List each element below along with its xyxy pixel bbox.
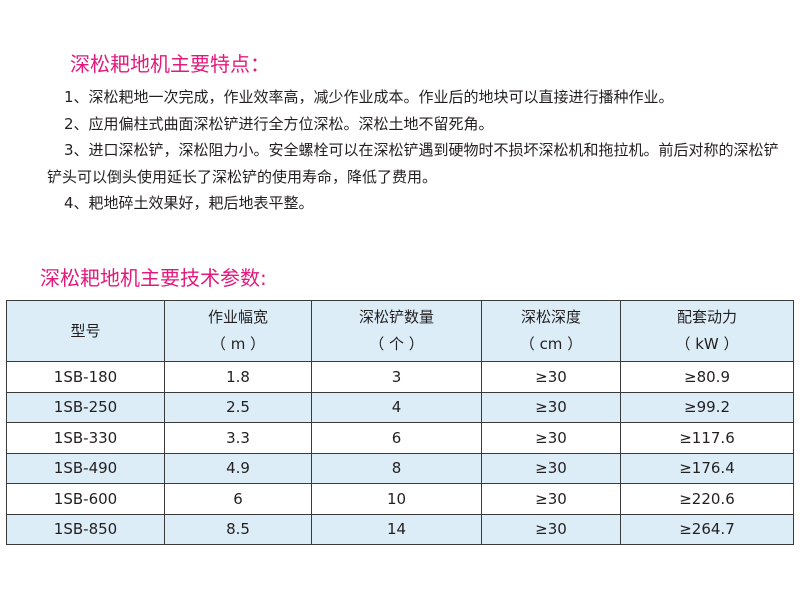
header-unit: （ m ）	[210, 335, 266, 353]
table-cell: 8.5	[164, 513, 312, 545]
header-power: 配套动力 （ kW ）	[620, 300, 794, 362]
table-cell: ≥30	[481, 483, 621, 515]
table-cell: ≥264.7	[620, 513, 794, 545]
table-header-row: 型号 作业幅宽 （ m ） 深松铲数量 （ 个 ） 深松深度 （ cm ） 配套动力 （…	[6, 300, 794, 362]
table-cell: 1SB-180	[6, 361, 165, 393]
table-cell: 8	[311, 452, 482, 484]
table-cell: ≥176.4	[620, 452, 794, 484]
table-row: 1SB-330 3.3 6 ≥30 ≥117.6	[6, 422, 794, 454]
params-title: 深松耙地机主要技术参数:	[40, 266, 267, 290]
table-cell: 4	[311, 391, 482, 423]
table-cell: 3	[311, 361, 482, 393]
table-cell: ≥30	[481, 391, 621, 423]
table-cell: ≥30	[481, 452, 621, 484]
table-row: 1SB-250 2.5 4 ≥30 ≥99.2	[6, 391, 794, 423]
header-unit: （ cm ）	[519, 335, 583, 353]
table-cell: 1.8	[164, 361, 312, 393]
params-table: 型号 作业幅宽 （ m ） 深松铲数量 （ 个 ） 深松深度 （ cm ） 配套动力 （…	[6, 300, 794, 545]
table-cell: 1SB-250	[6, 391, 165, 423]
table-cell: ≥99.2	[620, 391, 794, 423]
table-row: 1SB-600 6 10 ≥30 ≥220.6	[6, 483, 794, 515]
table-row: 1SB-490 4.9 8 ≥30 ≥176.4	[6, 452, 794, 484]
table-cell: ≥117.6	[620, 422, 794, 454]
table-cell: 1SB-600	[6, 483, 165, 515]
features-title: 深松耙地机主要特点：	[70, 52, 270, 76]
table-cell: 1SB-490	[6, 452, 165, 484]
feature-item: 3、进口深松铲，深松阻力小。安全螺栓可以在深松铲遇到硬物时不损坏深松机和拖拉机。…	[47, 141, 779, 186]
table-cell: ≥30	[481, 513, 621, 545]
header-label: 深松深度	[520, 308, 581, 326]
features-list: 1、深松耙地一次完成，作业效率高，减少作业成本。作业后的地块可以直接进行播种作业…	[47, 84, 787, 217]
table-cell: 1SB-330	[6, 422, 165, 454]
table-cell: 4.9	[164, 452, 312, 484]
table-cell: 6	[164, 483, 312, 515]
header-depth: 深松深度 （ cm ）	[481, 300, 621, 362]
feature-item: 1、深松耙地一次完成，作业效率高，减少作业成本。作业后的地块可以直接进行播种作业…	[64, 88, 674, 106]
header-label: 作业幅宽	[207, 308, 268, 326]
table-cell: ≥80.9	[620, 361, 794, 393]
header-unit: （ kW ）	[675, 335, 739, 353]
header-label: 配套动力	[676, 308, 737, 326]
table-cell: ≥220.6	[620, 483, 794, 515]
table-cell: 10	[311, 483, 482, 515]
table-cell: 3.3	[164, 422, 312, 454]
header-unit: （ 个 ）	[369, 335, 424, 353]
header-model: 型号	[6, 300, 165, 362]
header-shovels: 深松铲数量 （ 个 ）	[311, 300, 482, 362]
table-cell: 14	[311, 513, 482, 545]
table-cell: 1SB-850	[6, 513, 165, 545]
table-cell: 2.5	[164, 391, 312, 423]
table-cell: 6	[311, 422, 482, 454]
table-cell: ≥30	[481, 361, 621, 393]
feature-item: 4、耙地碎土效果好，耙后地表平整。	[64, 194, 314, 212]
header-label: 型号	[70, 321, 101, 340]
header-label: 深松铲数量	[358, 308, 434, 326]
header-width: 作业幅宽 （ m ）	[164, 300, 312, 362]
feature-item: 2、应用偏柱式曲面深松铲进行全方位深松。深松土地不留死角。	[64, 114, 494, 133]
table-cell: ≥30	[481, 422, 621, 454]
table-row: 1SB-850 8.5 14 ≥30 ≥264.7	[6, 513, 794, 545]
table-row: 1SB-180 1.8 3 ≥30 ≥80.9	[6, 361, 794, 393]
